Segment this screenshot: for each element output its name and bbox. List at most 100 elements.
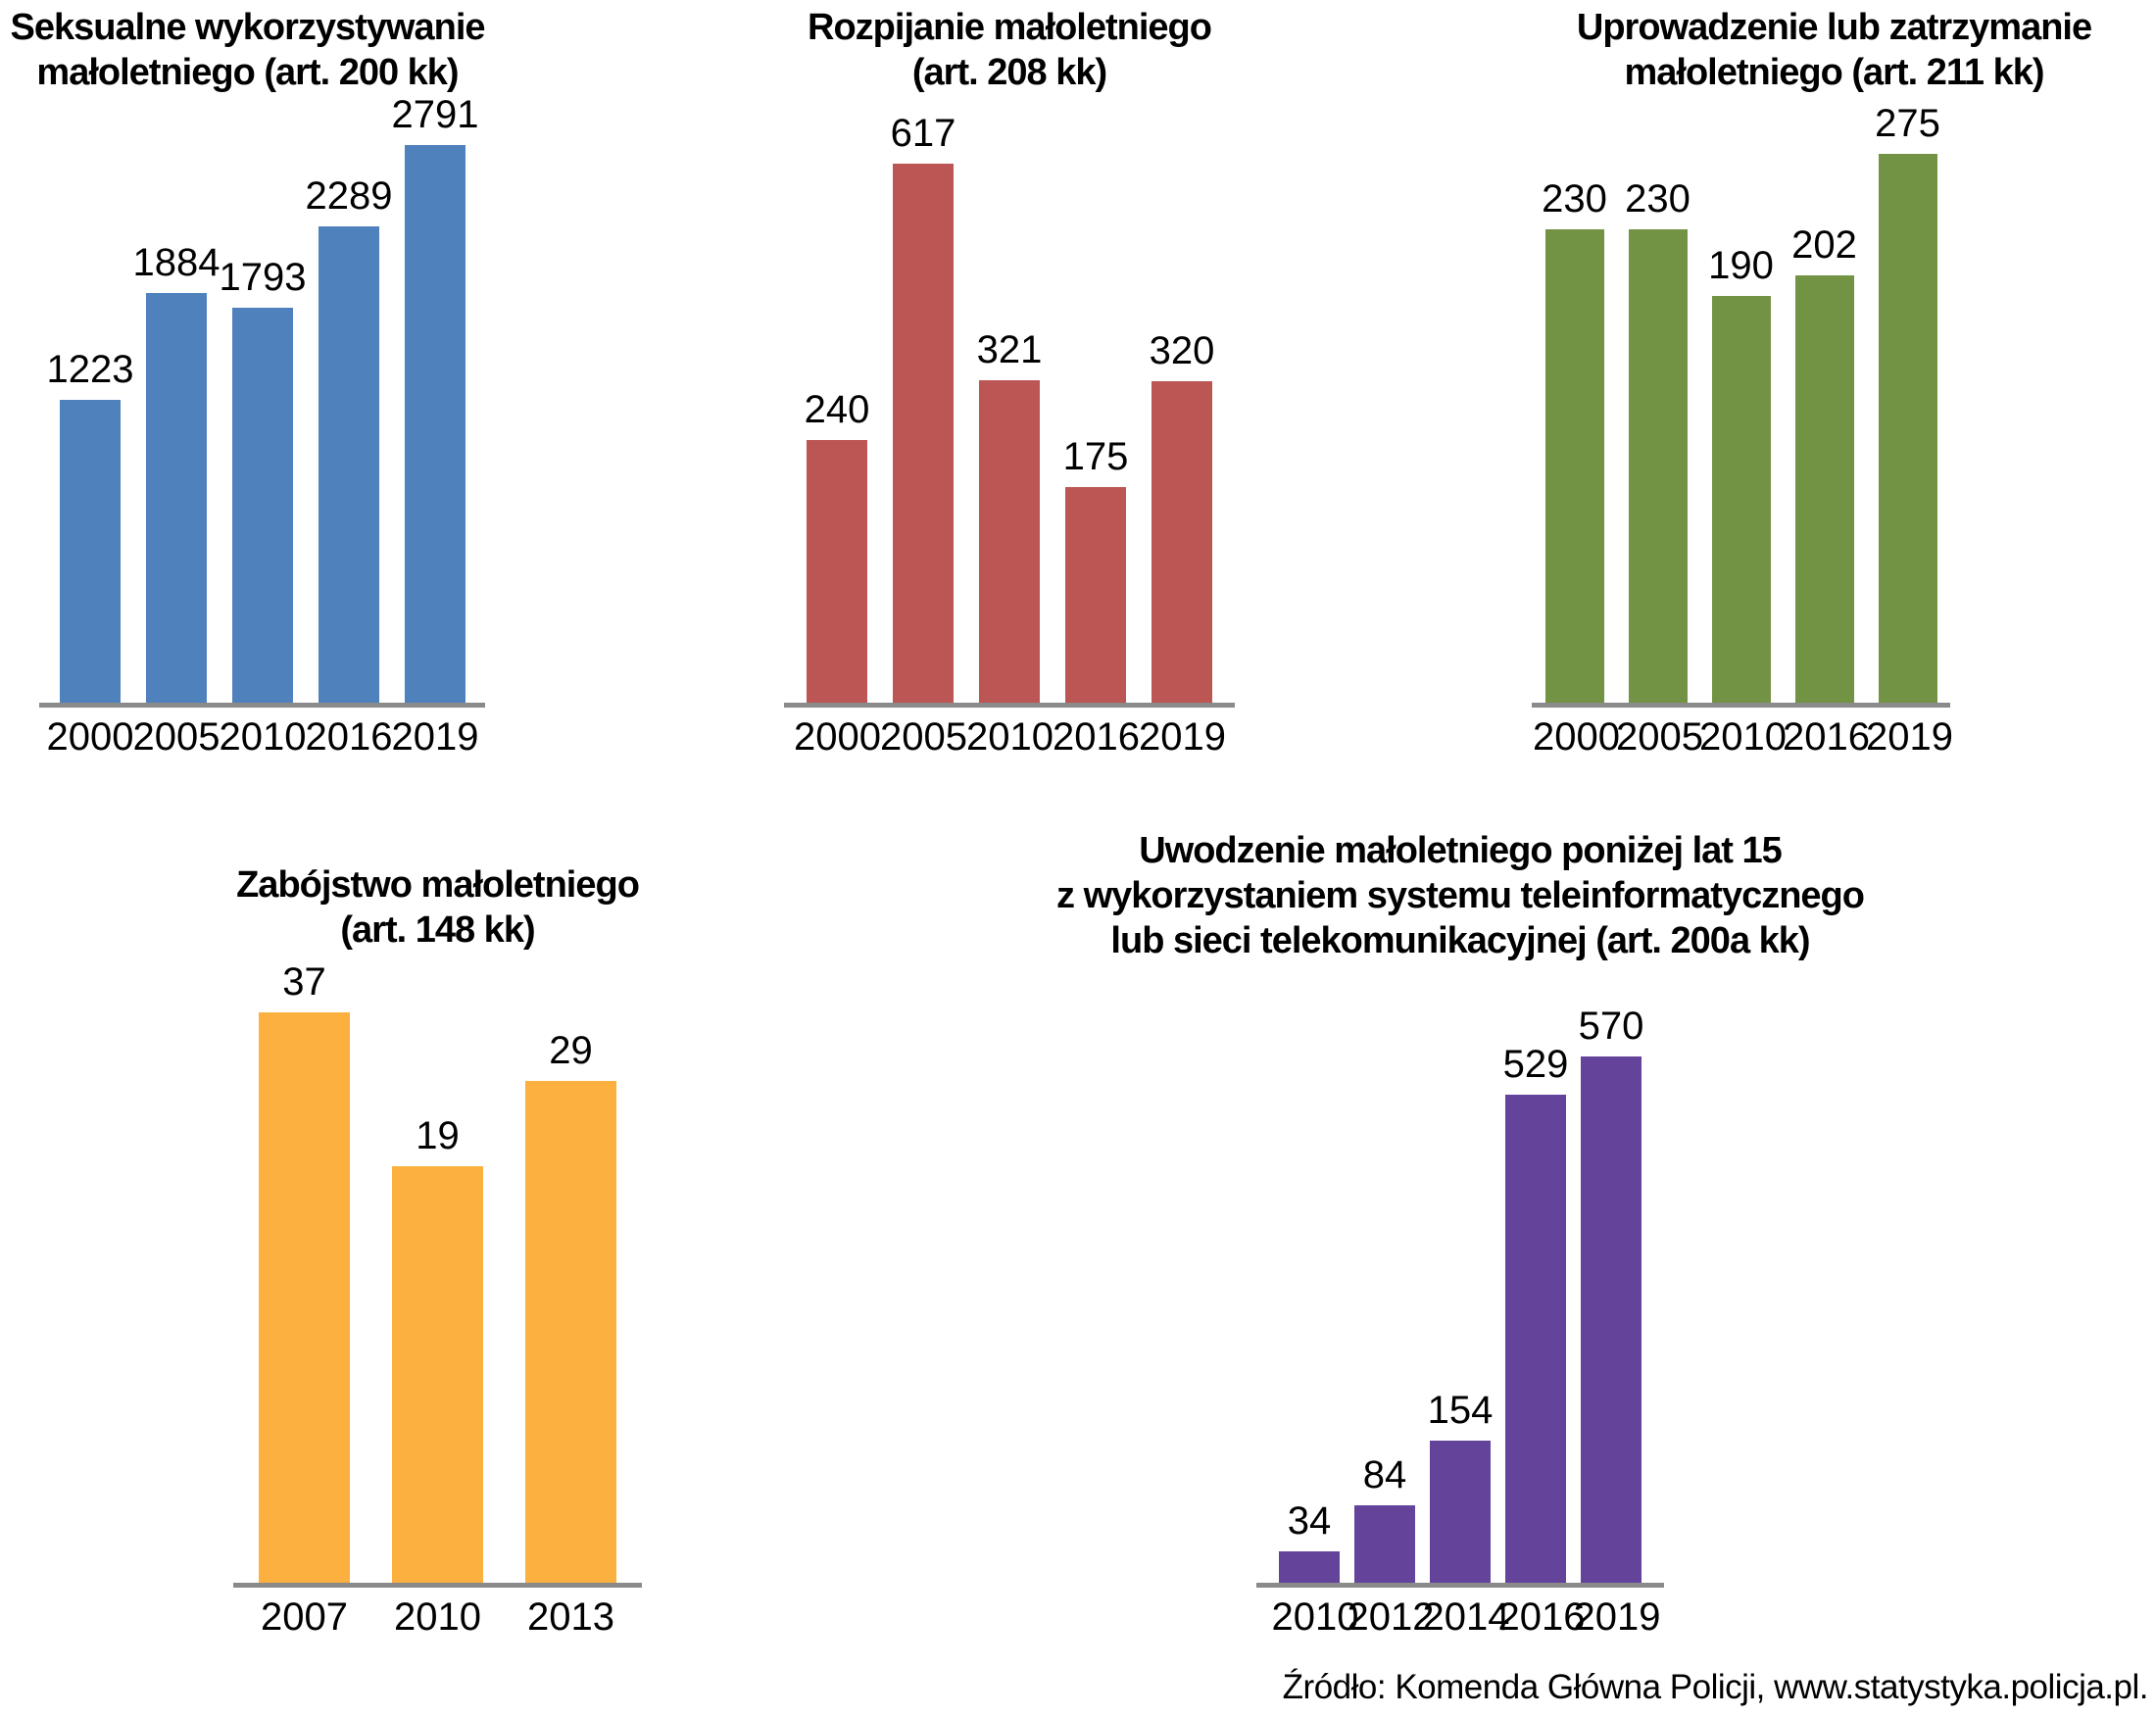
bar	[1065, 487, 1126, 703]
bar-value-label: 321	[976, 328, 1043, 371]
chart-title-line: małoletniego (art. 211 kk)	[1624, 52, 2044, 93]
chart-zabojstwo-art-148: Zabójstwo małoletniego (art. 148 kk) 37 19…	[233, 862, 642, 1641]
bar-value-label: 617	[890, 112, 956, 155]
bar-value-label: 29	[549, 1029, 593, 1072]
bar-group: 19	[371, 960, 505, 1583]
bar-value-label: 230	[1625, 177, 1690, 221]
chart-title: Uwodzenie małoletniego poniżej lat 15 z w…	[1056, 828, 1865, 970]
bar-group: 2289	[306, 98, 392, 703]
chart-uwodzenie-art-200a: Uwodzenie małoletniego poniżej lat 15 z w…	[1056, 828, 1865, 1641]
bar-group: 1793	[220, 98, 306, 703]
x-axis-label: 2016	[1783, 715, 1870, 759]
chart-title: Uprowadzenie lub zatrzymanie małoletniego…	[1532, 5, 2092, 98]
bar	[259, 1012, 350, 1583]
bar-group: 1223	[47, 98, 133, 703]
chart-uprowadzenie-art-211: Uprowadzenie lub zatrzymanie małoletniego…	[1532, 5, 2092, 760]
bar-value-label: 190	[1708, 244, 1774, 287]
bar-value-label: 1884	[132, 241, 220, 284]
bar-value-label: 2791	[391, 93, 479, 136]
chart-title: Zabójstwo małoletniego (art. 148 kk)	[233, 862, 642, 960]
x-axis: 2000 2005 2010 2016 2019	[1532, 713, 1953, 760]
bar	[1430, 1441, 1491, 1583]
bar	[1279, 1551, 1340, 1583]
chart-title-line: Zabójstwo małoletniego	[236, 864, 640, 906]
bar	[1152, 381, 1212, 703]
bar	[404, 145, 466, 703]
chart-title-line: (art. 208 kk)	[911, 52, 1107, 93]
chart-title-line: lub sieci telekomunikacyjnej (art. 200a …	[1110, 920, 1810, 961]
bar	[1878, 154, 1937, 703]
bar-value-label: 1223	[46, 348, 134, 391]
bar	[1628, 229, 1688, 703]
bar	[1505, 1095, 1566, 1583]
bar	[392, 1166, 483, 1583]
bar-group: 320	[1139, 98, 1225, 703]
bar-value-label: 230	[1542, 177, 1607, 221]
plot-area: 240 617 321 175 320	[784, 98, 1235, 708]
x-axis-label: 2010	[219, 715, 307, 759]
bar-group: 34	[1272, 970, 1348, 1583]
plot-area: 1223 1884 1793 2289 2791	[39, 94, 485, 708]
x-axis-label: 2005	[132, 715, 220, 759]
x-axis-label: 2013	[527, 1595, 614, 1639]
x-axis: 2010 2012 2014 2016 2019	[1256, 1594, 1664, 1641]
bar	[979, 380, 1040, 703]
bar	[145, 293, 207, 703]
x-axis-label: 2019	[1139, 715, 1226, 759]
bar	[1711, 296, 1771, 703]
x-axis-label: 2012	[1347, 1595, 1435, 1639]
chart-title-line: (art. 148 kk)	[340, 909, 535, 951]
x-axis-label: 2010	[966, 715, 1054, 759]
x-axis-label: 2014	[1422, 1595, 1510, 1639]
x-axis-label: 2000	[1533, 715, 1620, 759]
bar-group: 230	[1616, 98, 1699, 703]
bar-group: 529	[1498, 970, 1574, 1583]
chart-title-text: Seksualne wykorzystywanie małoletniego (a…	[10, 5, 485, 95]
x-axis-label: 2000	[46, 715, 134, 759]
chart-title: Rozpijanie małoletniego (art. 208 kk)	[784, 5, 1235, 98]
x-axis-label: 2005	[1616, 715, 1703, 759]
bar-value-label: 570	[1578, 1005, 1644, 1048]
bar-group: 84	[1348, 970, 1423, 1583]
bar-value-label: 275	[1875, 102, 1940, 145]
bar-value-label: 154	[1427, 1389, 1494, 1432]
chart-rozpijanie-art-208: Rozpijanie małoletniego (art. 208 kk) 240…	[784, 5, 1235, 760]
bar-value-label: 2289	[305, 174, 393, 218]
x-axis-label: 2007	[261, 1595, 348, 1639]
bar-group: 37	[238, 960, 371, 1583]
bar	[1544, 229, 1604, 703]
bar-group: 275	[1866, 98, 1949, 703]
source-note: Źródło: Komenda Główna Policji, www.stat…	[1282, 1668, 2149, 1706]
bar-group: 190	[1699, 98, 1783, 703]
x-axis-label: 2000	[794, 715, 881, 759]
chart-title-line: Rozpijanie małoletniego	[808, 7, 1212, 48]
bar-value-label: 175	[1062, 435, 1129, 478]
x-axis-label: 2016	[1497, 1595, 1586, 1639]
chart-title-text: Rozpijanie małoletniego (art. 208 kk)	[808, 5, 1212, 95]
chart-title-text: Uprowadzenie lub zatrzymanie małoletniego…	[1577, 5, 2092, 95]
bar-group: 1884	[133, 98, 220, 703]
bar	[525, 1081, 616, 1583]
x-axis-label: 2019	[391, 715, 479, 759]
bar-value-label: 84	[1362, 1453, 1407, 1496]
bar-value-label: 1793	[219, 256, 307, 299]
bar-group: 570	[1574, 970, 1649, 1583]
bar-value-label: 240	[804, 388, 870, 431]
bar-value-label: 320	[1149, 329, 1215, 372]
bar	[59, 400, 121, 703]
bar	[893, 164, 954, 703]
bar-value-label: 34	[1287, 1499, 1332, 1543]
chart-title-line: z wykorzystaniem systemu teleinformatycz…	[1056, 875, 1865, 916]
x-axis-label: 2010	[1699, 715, 1787, 759]
x-axis: 2000 2005 2010 2016 2019	[784, 713, 1235, 760]
bar	[318, 226, 379, 703]
x-axis-label: 2005	[880, 715, 967, 759]
x-axis: 2007 2010 2013	[233, 1594, 642, 1641]
bar	[807, 440, 867, 703]
x-axis-label: 2016	[305, 715, 393, 759]
chart-title-line: Seksualne wykorzystywanie	[10, 7, 485, 48]
bar-value-label: 37	[282, 960, 326, 1004]
chart-title-text: Uwodzenie małoletniego poniżej lat 15 z w…	[1056, 828, 1865, 963]
bar-value-label: 202	[1791, 223, 1857, 267]
